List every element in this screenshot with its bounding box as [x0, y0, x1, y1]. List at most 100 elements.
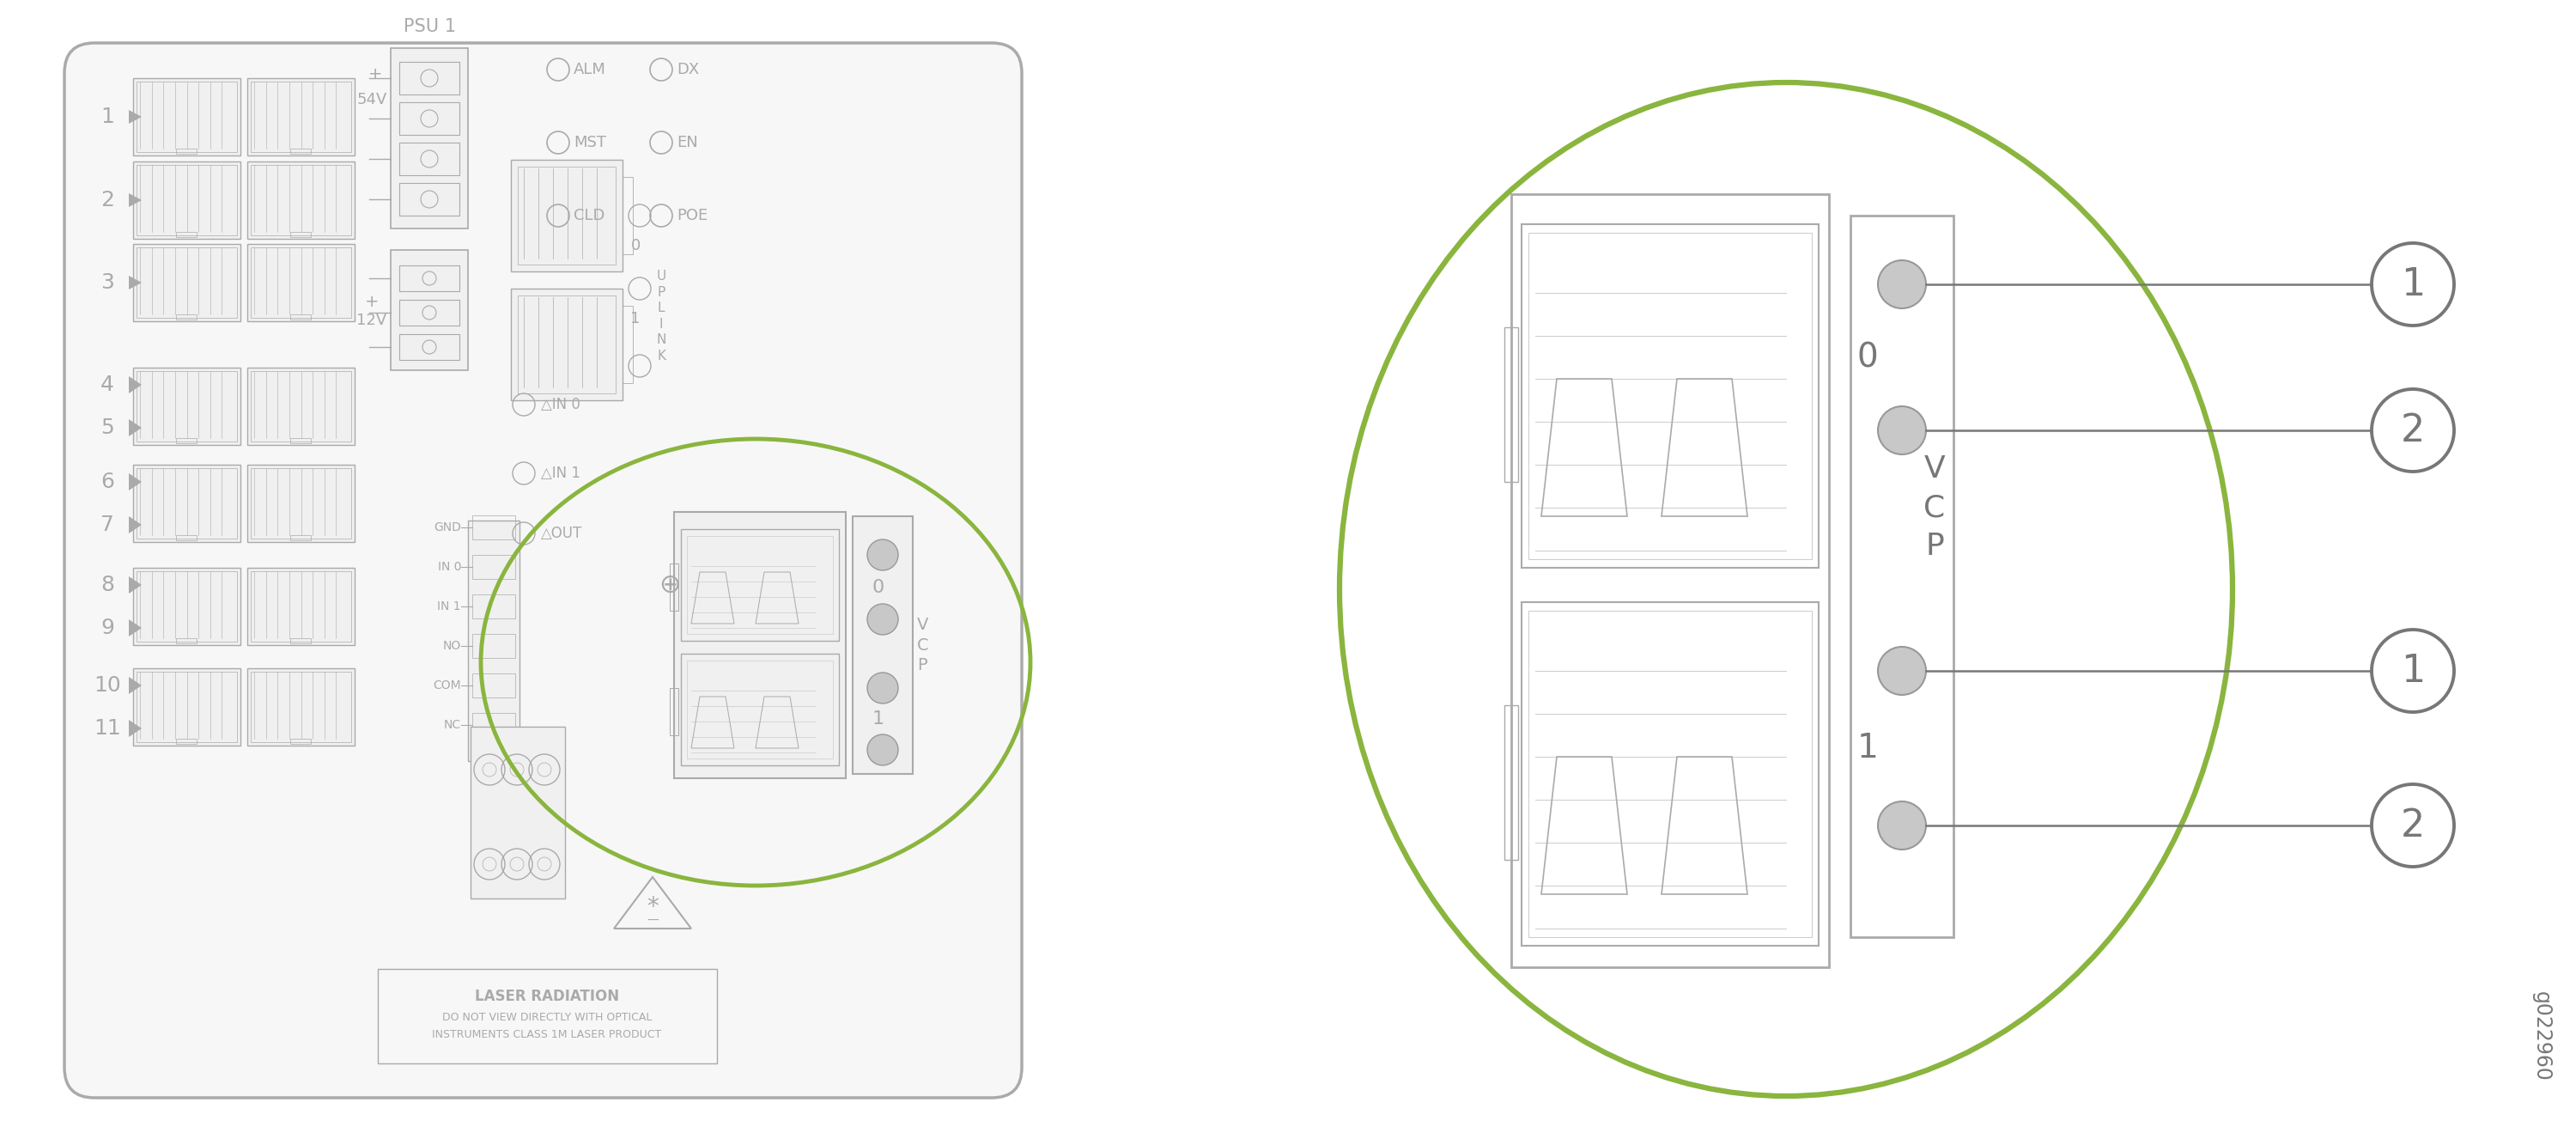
Bar	[137, 82, 237, 151]
Text: INSTRUMENTS CLASS 1M LASER PRODUCT: INSTRUMENTS CLASS 1M LASER PRODUCT	[433, 1030, 662, 1041]
Bar	[250, 672, 350, 743]
Bar	[675, 511, 845, 778]
Text: V
C
P: V C P	[917, 616, 930, 673]
Text: IN 0: IN 0	[438, 560, 461, 573]
Polygon shape	[129, 516, 142, 533]
Text: V
C
P: V C P	[1924, 454, 1945, 560]
Bar	[1528, 232, 1811, 559]
Text: LASER RADIATION: LASER RADIATION	[474, 989, 618, 1005]
Bar	[250, 468, 350, 539]
Bar	[137, 468, 237, 539]
Text: △OUT: △OUT	[541, 526, 582, 541]
Circle shape	[1878, 647, 1927, 695]
Text: ⊕: ⊕	[659, 573, 680, 598]
Text: 54V: 54V	[355, 92, 386, 107]
Polygon shape	[129, 110, 142, 124]
Bar	[399, 265, 459, 292]
Text: 9: 9	[100, 617, 113, 638]
Bar	[1528, 611, 1811, 937]
Bar	[175, 535, 196, 540]
Circle shape	[868, 735, 899, 765]
Bar	[1522, 603, 1819, 945]
Bar	[399, 334, 459, 360]
Polygon shape	[129, 620, 142, 637]
Text: ALM: ALM	[574, 62, 605, 77]
Bar	[137, 165, 237, 236]
Text: NO: NO	[443, 640, 461, 652]
Bar	[247, 244, 355, 321]
Bar	[291, 314, 312, 320]
Bar	[392, 249, 469, 370]
Text: DX: DX	[677, 62, 698, 77]
Text: 11: 11	[93, 718, 121, 739]
Text: 0: 0	[631, 238, 641, 253]
Text: g022960: g022960	[2532, 991, 2553, 1081]
Bar	[688, 536, 832, 634]
Bar	[175, 439, 196, 443]
Bar	[1504, 327, 1517, 482]
Bar	[399, 103, 459, 134]
Bar	[247, 162, 355, 239]
Bar	[291, 638, 312, 644]
Bar	[134, 669, 240, 746]
Bar	[134, 567, 240, 645]
Polygon shape	[129, 720, 142, 737]
Text: 0: 0	[1857, 341, 1878, 374]
Text: GND: GND	[433, 522, 461, 533]
Text: PSU 1: PSU 1	[404, 18, 456, 35]
Bar	[247, 465, 355, 542]
Bar	[137, 572, 237, 641]
Text: 1: 1	[2401, 653, 2424, 689]
Bar	[379, 969, 716, 1064]
Bar	[399, 300, 459, 326]
Bar	[175, 314, 196, 320]
Text: CLD: CLD	[574, 208, 605, 223]
Bar	[1512, 194, 1829, 967]
Bar	[247, 567, 355, 645]
Bar	[623, 177, 634, 254]
Bar	[518, 295, 616, 393]
Bar	[471, 555, 515, 579]
Text: 3: 3	[100, 272, 113, 293]
Text: —: —	[647, 915, 659, 927]
Text: EN: EN	[677, 134, 698, 150]
Bar	[399, 62, 459, 95]
Polygon shape	[129, 376, 142, 393]
Bar	[175, 148, 196, 154]
Polygon shape	[129, 576, 142, 593]
Bar	[250, 165, 350, 236]
Text: NC: NC	[443, 719, 461, 731]
Bar	[137, 672, 237, 743]
Polygon shape	[129, 194, 142, 207]
Bar	[688, 661, 832, 759]
Bar	[1504, 705, 1517, 860]
Circle shape	[868, 540, 899, 571]
Text: 2: 2	[100, 190, 113, 211]
Bar	[471, 713, 515, 737]
Bar	[134, 465, 240, 542]
Circle shape	[1878, 261, 1927, 309]
Polygon shape	[129, 677, 142, 694]
Bar	[680, 654, 840, 765]
Bar	[1522, 224, 1819, 567]
Text: 2: 2	[2401, 412, 2424, 449]
Text: 6: 6	[100, 472, 113, 492]
Bar	[134, 244, 240, 321]
Bar	[853, 516, 912, 773]
Text: +: +	[368, 66, 381, 82]
Bar	[250, 572, 350, 641]
Text: 10: 10	[93, 675, 121, 696]
Bar	[623, 305, 634, 383]
Text: COM: COM	[433, 680, 461, 691]
Text: IN 1: IN 1	[438, 600, 461, 613]
Bar	[291, 148, 312, 154]
Text: DO NOT VIEW DIRECTLY WITH OPTICAL: DO NOT VIEW DIRECTLY WITH OPTICAL	[443, 1013, 652, 1024]
Bar	[134, 79, 240, 156]
Text: 1: 1	[100, 107, 113, 128]
Bar	[471, 634, 515, 658]
Bar	[175, 232, 196, 237]
Bar	[670, 688, 677, 736]
FancyBboxPatch shape	[64, 43, 1023, 1098]
Bar	[680, 530, 840, 641]
Bar	[250, 371, 350, 442]
